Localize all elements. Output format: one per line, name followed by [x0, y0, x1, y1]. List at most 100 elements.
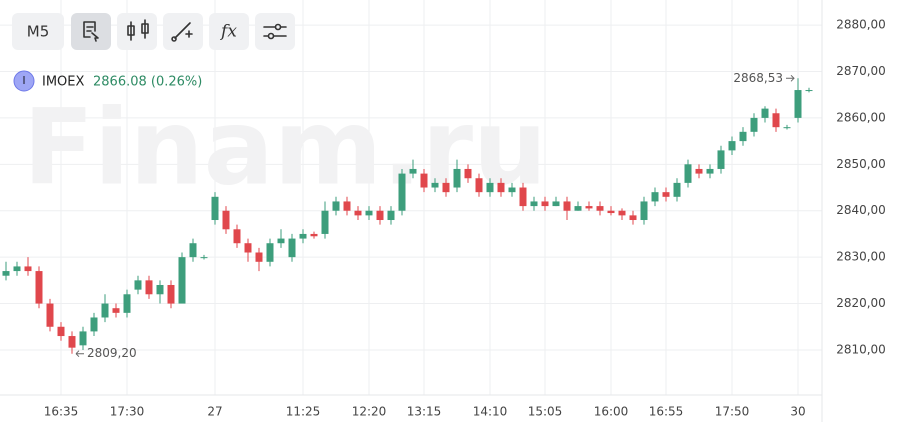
- candle-body: [178, 257, 186, 304]
- candle-body: [475, 178, 483, 193]
- candle-body: [662, 192, 670, 197]
- candle-body: [244, 243, 252, 253]
- candle-body: [750, 117, 758, 132]
- indicators-button[interactable]: [209, 13, 249, 50]
- candle-body: [35, 271, 43, 304]
- x-tick-label: 12:20: [352, 405, 387, 419]
- candle-body: [684, 164, 692, 183]
- y-tick-label: 2810,00: [836, 342, 886, 356]
- candle-body: [431, 182, 439, 188]
- x-tick-label: 16:00: [594, 405, 629, 419]
- y-tick-label: 2820,00: [836, 296, 886, 310]
- x-tick-label: 17:30: [110, 405, 145, 419]
- watermark: Finam.ru: [23, 86, 547, 208]
- candle-body: [167, 284, 175, 304]
- candle-body: [24, 266, 32, 272]
- candle-body: [200, 257, 208, 259]
- candle-body: [464, 168, 472, 179]
- candle-body: [288, 238, 296, 258]
- quote: 2866.08 (0.26%): [93, 75, 202, 90]
- candle-body: [266, 243, 274, 262]
- candle-body: [255, 252, 263, 262]
- candle-body: [640, 201, 648, 221]
- candle-body: [805, 90, 813, 92]
- candle-body: [794, 90, 802, 118]
- candle-body: [343, 201, 351, 211]
- candle-body: [156, 284, 164, 295]
- candle-body: [585, 206, 593, 209]
- candle-body: [563, 201, 571, 211]
- candle-body: [145, 280, 153, 295]
- candle-body: [618, 210, 626, 216]
- icon: [127, 19, 149, 41]
- candle-body: [57, 326, 65, 337]
- candle-body: [706, 168, 714, 174]
- candle-body: [574, 206, 582, 211]
- candle-body: [79, 331, 87, 346]
- x-tick-label: 13:15: [407, 405, 442, 419]
- chart-type-button[interactable]: [117, 13, 157, 50]
- candle-body: [607, 210, 615, 214]
- candle-body: [761, 108, 769, 118]
- x-tick-label: 11:25: [286, 405, 321, 419]
- settings-button[interactable]: [255, 13, 295, 50]
- toolbar: M5 fx: [12, 13, 295, 50]
- candle-body: [772, 113, 780, 128]
- candle-body: [739, 131, 747, 142]
- icon: [83, 21, 99, 42]
- candle-body: [321, 210, 329, 234]
- x-tick-label: 16:55: [649, 405, 684, 419]
- candle-body: [299, 233, 307, 239]
- candle-body: [442, 182, 450, 193]
- candle-body: [310, 233, 318, 237]
- candle-body: [332, 201, 340, 211]
- candle-body: [519, 187, 527, 207]
- y-tick-label: 2860,00: [836, 110, 886, 124]
- candle-body: [387, 210, 395, 221]
- icon: [267, 32, 275, 40]
- candle-body: [629, 215, 637, 221]
- candle-body: [783, 127, 791, 129]
- candle-body: [112, 308, 120, 313]
- candle-body: [398, 173, 406, 211]
- candle-body: [277, 238, 285, 244]
- candle-body: [541, 201, 549, 207]
- badge: [13, 70, 35, 92]
- candle-body: [728, 141, 736, 151]
- x-tick-label: 30: [790, 405, 805, 419]
- candle-body: [233, 229, 241, 244]
- candle-body: [497, 182, 505, 193]
- y-tick-label: 2830,00: [836, 250, 886, 264]
- low-arrow: [75, 350, 84, 358]
- x-tick-label: 14:10: [473, 405, 508, 419]
- x-tick-label: 27: [207, 405, 222, 419]
- x-tick-label: 16:35: [44, 405, 79, 419]
- timeframe-button[interactable]: [12, 13, 64, 50]
- candle-body: [717, 150, 725, 169]
- candle-body: [46, 303, 54, 327]
- candle-body: [189, 243, 197, 258]
- high-arrow: [786, 74, 795, 82]
- x-tick-label: 15:05: [528, 405, 563, 419]
- icon: [274, 23, 282, 31]
- icon: [171, 22, 193, 42]
- candle-body: [13, 266, 21, 272]
- x-tick-label: 17:50: [715, 405, 750, 419]
- candle-body: [651, 192, 659, 202]
- draw-button[interactable]: [163, 13, 203, 50]
- low-label: 2809,20: [87, 346, 137, 360]
- candle-body: [2, 271, 10, 276]
- candle-body: [552, 201, 560, 207]
- candle-body: [222, 210, 230, 230]
- candles: [2, 78, 813, 354]
- candle-body: [365, 210, 373, 216]
- candle-body: [596, 206, 604, 211]
- y-tick-label: 2870,00: [836, 64, 886, 78]
- candle-body: [354, 210, 362, 216]
- high-label: 2868,53: [733, 71, 783, 85]
- y-tick-label: 2850,00: [836, 157, 886, 171]
- icon: fx: [219, 22, 237, 42]
- candle-body: [376, 210, 384, 221]
- candle-body: [486, 182, 494, 193]
